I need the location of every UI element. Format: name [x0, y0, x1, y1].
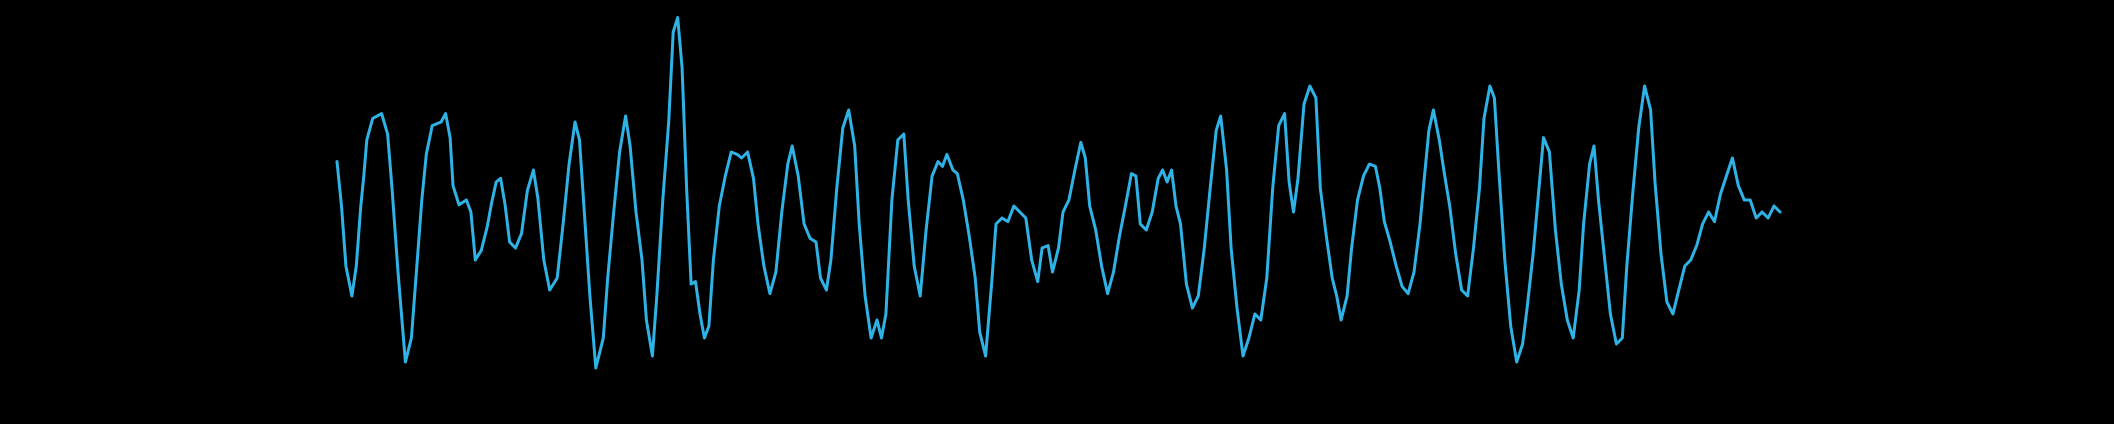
- waveform-line: [335, 16, 1782, 370]
